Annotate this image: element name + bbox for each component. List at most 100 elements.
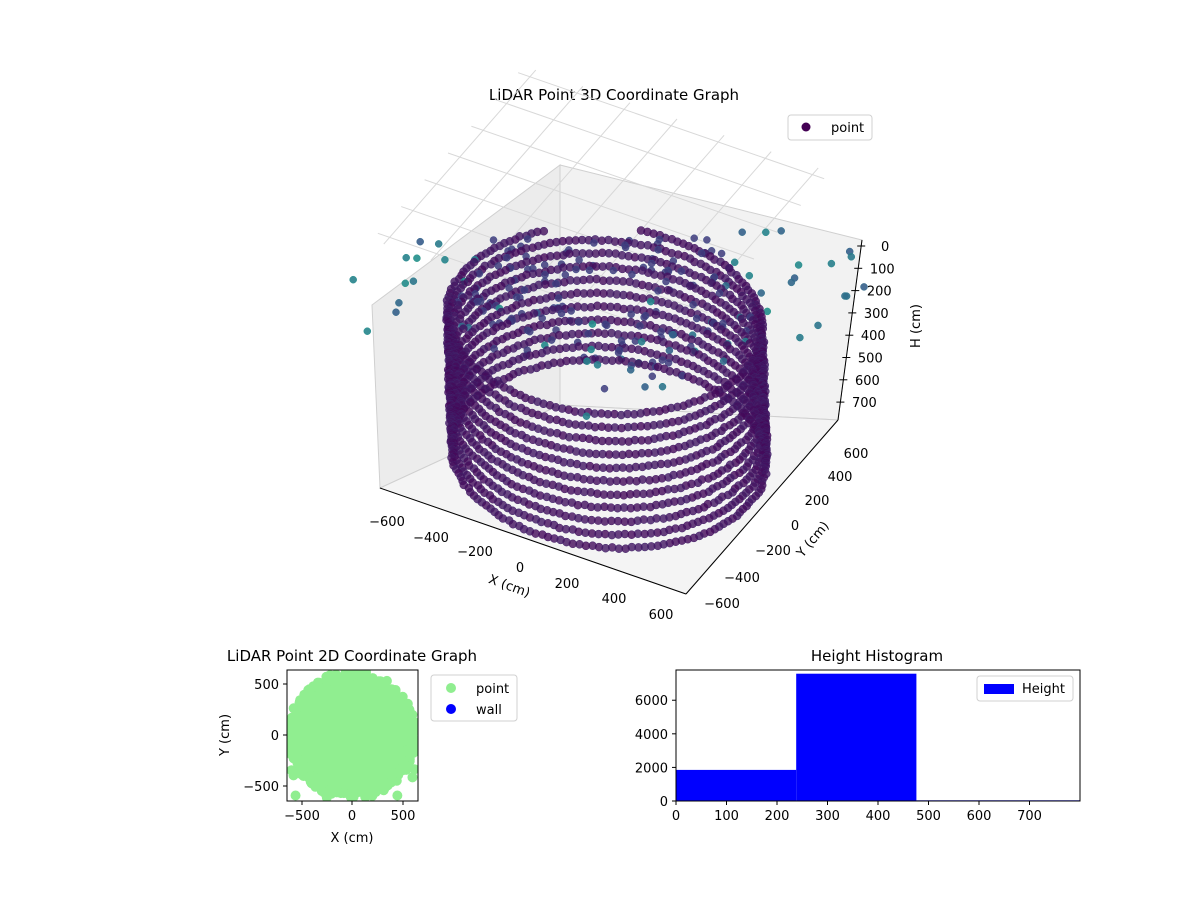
data-point-3d bbox=[614, 348, 623, 357]
data-point-3d bbox=[626, 366, 635, 374]
chart-2d: LiDAR Point 2D Coordinate Graph −500 0 5… bbox=[218, 647, 518, 846]
data-point-3d bbox=[637, 436, 646, 445]
data-point-3d bbox=[503, 254, 511, 262]
data-point-3d bbox=[621, 544, 630, 553]
y-tick-label: −500 bbox=[243, 780, 279, 795]
z-tick-label: 300 bbox=[864, 307, 889, 322]
data-point-2d bbox=[305, 771, 316, 782]
data-point-3d bbox=[626, 503, 636, 513]
data-point-2d bbox=[406, 738, 417, 749]
data-point-3d bbox=[600, 329, 610, 338]
y-axis-label: Y (cm) bbox=[793, 519, 832, 562]
z-tick-label: 400 bbox=[861, 329, 886, 344]
x-tick-label: 400 bbox=[602, 592, 627, 607]
data-point-3d bbox=[520, 286, 529, 294]
data-point-3d bbox=[395, 299, 403, 307]
data-point-2d bbox=[288, 722, 299, 733]
grid-line bbox=[517, 72, 825, 180]
data-point-3d bbox=[607, 530, 617, 540]
x-tick-label: 500 bbox=[391, 809, 416, 824]
grid-line bbox=[401, 206, 708, 314]
data-point-3d bbox=[697, 249, 706, 258]
data-point-fill bbox=[292, 675, 412, 795]
data-point-3d bbox=[640, 529, 649, 539]
data-point-3d bbox=[654, 246, 662, 254]
data-point-3d bbox=[717, 249, 726, 258]
data-point-3d bbox=[658, 382, 667, 391]
data-point-3d bbox=[757, 289, 765, 297]
data-point-3d bbox=[540, 261, 549, 269]
data-point-3d bbox=[627, 310, 635, 319]
data-point-2d bbox=[390, 685, 401, 695]
data-point-3d bbox=[842, 292, 851, 300]
data-point-3d bbox=[627, 517, 636, 527]
legend-hist: Height bbox=[976, 675, 1074, 702]
data-point-3d bbox=[619, 304, 628, 314]
data-point-3d bbox=[617, 423, 626, 433]
data-point-3d bbox=[601, 543, 610, 553]
data-point-2d bbox=[404, 724, 415, 735]
data-point-3d bbox=[601, 343, 610, 352]
data-point-3d bbox=[413, 254, 421, 262]
data-point-2d bbox=[328, 783, 339, 794]
data-point-2d bbox=[288, 770, 299, 781]
x-tick-label: 0 bbox=[348, 809, 356, 824]
data-point-2d bbox=[373, 676, 384, 687]
data-point-2d bbox=[294, 755, 305, 766]
y-tick-label: −600 bbox=[704, 597, 740, 612]
data-point-3d bbox=[636, 322, 644, 330]
data-point-2d bbox=[392, 790, 403, 801]
data-point-2d bbox=[359, 785, 370, 796]
data-point-3d bbox=[668, 330, 677, 339]
x-tick-label: 300 bbox=[815, 809, 840, 824]
data-point-2d bbox=[314, 682, 325, 693]
x-axis-line bbox=[379, 487, 687, 595]
data-point-2d bbox=[399, 760, 410, 771]
data-point-3d bbox=[730, 258, 739, 267]
data-point-3d bbox=[552, 280, 560, 288]
data-point-3d bbox=[738, 228, 746, 236]
data-point-3d bbox=[605, 477, 615, 486]
data-point-3d bbox=[575, 256, 583, 264]
data-point-3d bbox=[590, 422, 600, 432]
data-point-3d bbox=[619, 491, 629, 500]
data-point-3d bbox=[590, 239, 598, 247]
data-point-2d bbox=[296, 698, 307, 709]
data-point-3d bbox=[434, 240, 443, 248]
data-point-3d bbox=[640, 313, 648, 322]
grid-line bbox=[447, 152, 755, 260]
x-tick-label: 700 bbox=[1017, 809, 1042, 824]
data-point-3d bbox=[538, 314, 546, 322]
z-axis-line bbox=[837, 239, 863, 421]
x-tick-label: 200 bbox=[765, 809, 790, 824]
chart-histogram: Height Histogram 0 100 200 300 400 500 600 7000… bbox=[635, 647, 1081, 824]
y-tick-label: 2000 bbox=[635, 761, 668, 776]
x-tick-label: −500 bbox=[284, 809, 320, 824]
y-tick-label: 0 bbox=[791, 519, 799, 534]
data-point-3d bbox=[489, 236, 498, 244]
data-point-2d bbox=[409, 764, 418, 775]
chart-3d-title: LiDAR Point 3D Coordinate Graph bbox=[489, 86, 739, 104]
data-point-3d bbox=[639, 489, 648, 499]
data-point-3d bbox=[583, 357, 591, 365]
y-tick-label: −400 bbox=[724, 571, 760, 586]
z-axis-label: H (cm) bbox=[909, 304, 924, 348]
z-tick-label: 0 bbox=[881, 240, 889, 255]
data-point-2d bbox=[305, 688, 316, 699]
y-tick-label: 0 bbox=[660, 795, 668, 810]
data-point-3d bbox=[609, 266, 618, 275]
data-point-3d bbox=[703, 236, 711, 244]
data-point-3d bbox=[606, 490, 615, 500]
points-3d bbox=[349, 226, 868, 553]
data-point-3d bbox=[598, 276, 608, 286]
data-point-3d bbox=[715, 289, 724, 298]
legend-label: point bbox=[831, 121, 864, 136]
data-point-3d bbox=[613, 503, 622, 513]
legend-marker-wall bbox=[446, 704, 456, 714]
data-point-3d bbox=[796, 333, 804, 342]
histogram-ticks: 0 100 200 300 400 500 600 700 0 2000 4000 6000 bbox=[635, 694, 1042, 824]
x-tick-label: 600 bbox=[649, 608, 674, 623]
data-point-3d bbox=[587, 345, 595, 354]
x-tick-label: 400 bbox=[866, 809, 891, 824]
